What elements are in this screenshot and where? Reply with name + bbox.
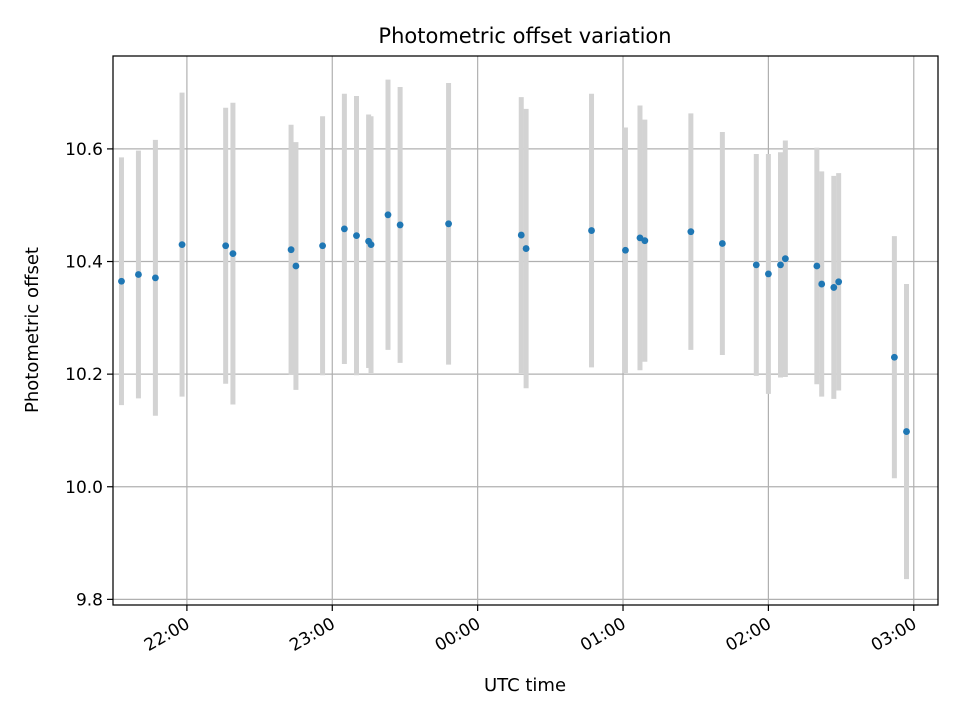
- data-point: [622, 246, 629, 254]
- data-point: [830, 284, 838, 291]
- data-point: [903, 428, 910, 435]
- data-point: [367, 241, 375, 249]
- y-axis: 9.8 10.0 10.2 10.4 10.6: [65, 140, 113, 610]
- data-point: [588, 227, 595, 234]
- data-point: [353, 232, 360, 240]
- data-point: [384, 211, 392, 219]
- data-point: [292, 262, 300, 270]
- data-point: [641, 237, 649, 245]
- y-axis-label: Photometric offset: [22, 247, 43, 413]
- data-point: [781, 255, 789, 263]
- data-point: [835, 278, 843, 286]
- data-point: [718, 240, 726, 247]
- data-point: [813, 262, 821, 270]
- data-point: [445, 220, 452, 228]
- plot-frame: [112, 55, 939, 606]
- y-tick-label: 10.2: [65, 365, 103, 385]
- data-markers: [118, 211, 910, 435]
- data-point: [229, 250, 237, 258]
- data-point: [340, 225, 348, 233]
- data-point: [890, 353, 898, 361]
- data-point: [396, 221, 404, 229]
- data-point: [517, 231, 525, 239]
- data-point: [752, 261, 760, 269]
- data-point: [764, 270, 772, 278]
- data-point: [152, 274, 159, 282]
- data-point: [777, 261, 784, 269]
- y-tick-label: 10.0: [65, 478, 103, 498]
- y-tick-label: 9.8: [76, 590, 103, 610]
- data-point: [178, 241, 186, 249]
- data-point: [135, 271, 142, 278]
- x-axis-label: UTC time: [484, 675, 566, 696]
- data-point: [287, 246, 295, 254]
- y-tick-label: 10.6: [65, 140, 103, 160]
- data-point: [818, 280, 826, 288]
- data-point: [118, 277, 125, 285]
- chart-title: Photometric offset variation: [378, 24, 671, 48]
- data-point: [222, 242, 230, 250]
- data-point: [319, 242, 326, 250]
- y-tick-label: 10.4: [65, 253, 103, 273]
- data-point: [687, 228, 695, 236]
- data-point: [522, 245, 530, 252]
